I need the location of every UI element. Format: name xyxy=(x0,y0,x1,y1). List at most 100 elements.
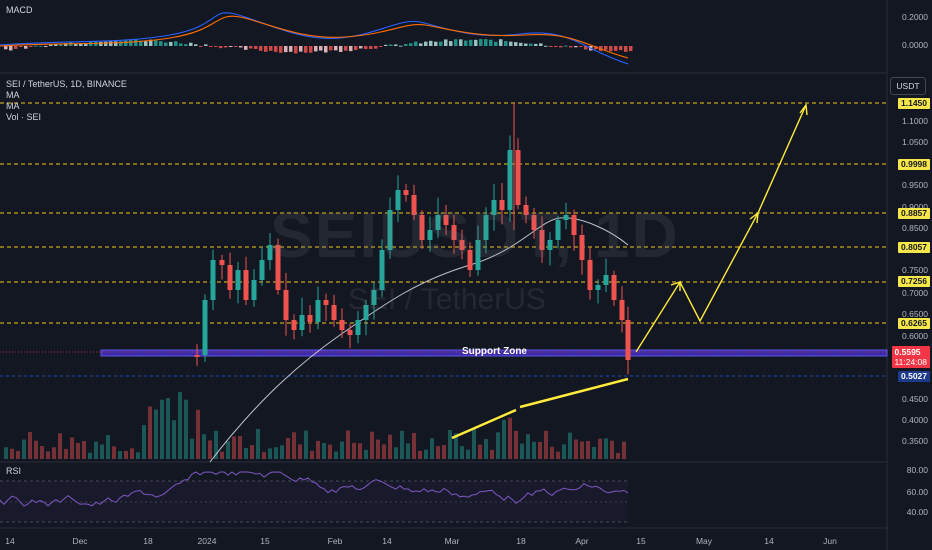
candle-body xyxy=(555,220,561,240)
candle-body xyxy=(259,260,265,280)
level-tag[interactable]: 1.1450 xyxy=(898,98,930,109)
rsi-band xyxy=(0,481,628,522)
macd-histogram-bar xyxy=(4,46,8,50)
x-axis-tick: Dec xyxy=(72,536,88,546)
ma1-legend[interactable]: MA xyxy=(6,90,20,100)
macd-histogram-bar xyxy=(264,46,268,52)
volume-bar xyxy=(490,449,494,459)
low-price-tag[interactable]: 0.5027 xyxy=(898,371,930,382)
macd-histogram-bar xyxy=(374,46,378,49)
macd-histogram-bar xyxy=(334,46,338,51)
macd-histogram-bar xyxy=(14,46,18,49)
level-tag[interactable]: 0.8057 xyxy=(898,242,930,253)
macd-histogram-bar xyxy=(114,41,118,46)
candle-body xyxy=(403,190,409,195)
candle-body xyxy=(625,320,631,360)
macd-histogram-bar xyxy=(339,46,343,52)
volume-legend[interactable]: Vol · SEI xyxy=(6,112,42,122)
macd-histogram-bar xyxy=(404,44,408,46)
volume-bar xyxy=(502,419,506,459)
macd-histogram-bar xyxy=(389,44,393,46)
macd-histogram-bar xyxy=(509,41,513,46)
volume-bar xyxy=(76,442,80,459)
candle-body xyxy=(387,210,393,250)
volume-bar xyxy=(352,442,356,459)
macd-histogram-bar xyxy=(584,46,588,50)
volume-bar xyxy=(136,452,140,459)
currency-button[interactable]: USDT xyxy=(890,77,926,95)
volume-bars xyxy=(4,392,626,459)
candle-body xyxy=(587,260,593,290)
candle-body xyxy=(427,230,433,240)
macd-histogram-bar xyxy=(419,43,423,46)
level-tag[interactable]: 0.6265 xyxy=(898,318,930,329)
level-tag[interactable]: 0.7256 xyxy=(898,276,930,287)
volume-bar xyxy=(526,434,530,459)
macd-histogram-bar xyxy=(124,40,128,46)
macd-histogram-bar xyxy=(219,46,223,49)
candle-body xyxy=(611,275,617,300)
x-axis-tick: Jun xyxy=(823,536,837,546)
macd-histogram-bar xyxy=(379,46,383,47)
volume-bar xyxy=(358,443,362,459)
macd-histogram-bar xyxy=(134,38,138,46)
candle-body xyxy=(243,270,249,300)
volume-bar xyxy=(376,439,380,459)
price-axis-tick: 1.1000 xyxy=(902,116,928,126)
macd-histogram-bar xyxy=(44,46,48,48)
macd-histogram-bar xyxy=(499,39,503,46)
macd-histogram-bar xyxy=(234,46,238,47)
candle-body xyxy=(595,285,601,290)
macd-histogram-bar xyxy=(609,46,613,52)
level-tag[interactable]: 0.9998 xyxy=(898,159,930,170)
candle-body xyxy=(531,215,537,230)
candle-body xyxy=(210,260,216,300)
level-tag[interactable]: 0.8857 xyxy=(898,208,930,219)
volume-bar xyxy=(130,448,134,459)
macd-histogram-bar xyxy=(314,46,318,52)
macd-histogram-bar xyxy=(449,41,453,46)
support-zone[interactable] xyxy=(100,349,888,357)
symbol-legend[interactable]: SEI / TetherUS, 1D, BINANCE xyxy=(6,79,127,89)
macd-histogram-bar xyxy=(424,41,428,46)
volume-bar xyxy=(154,409,158,459)
rsi-pane-label[interactable]: RSI xyxy=(6,466,22,476)
volume-bar xyxy=(496,432,500,459)
trendline-support[interactable] xyxy=(451,408,517,440)
volume-bar xyxy=(208,440,212,459)
macd-histogram-bar xyxy=(494,41,498,46)
volume-bar xyxy=(232,436,236,459)
macd-histogram-bar xyxy=(244,46,248,50)
macd-histogram-bar xyxy=(409,43,413,46)
candle-body xyxy=(539,230,545,250)
price-axis-tick: 0.4000 xyxy=(902,415,928,425)
macd-histogram-bar xyxy=(524,43,528,46)
volume-bar xyxy=(412,432,416,459)
volume-bar xyxy=(460,446,464,459)
projection-arrowhead-first xyxy=(670,281,681,291)
volume-bar xyxy=(400,430,404,459)
current-price-tag[interactable]: 0.5595 11:24:08 xyxy=(891,346,930,368)
volume-bar xyxy=(388,434,392,459)
price-axis-tick: 0.9500 xyxy=(902,180,928,190)
candle-body xyxy=(275,245,281,290)
volume-bar xyxy=(328,444,332,459)
rsi-pane xyxy=(0,471,629,523)
volume-bar xyxy=(580,441,584,459)
projection-path[interactable] xyxy=(635,104,807,353)
x-axis-tick: May xyxy=(695,536,713,546)
trendline-rising[interactable] xyxy=(519,377,629,409)
candle-body xyxy=(515,150,521,205)
volume-bar xyxy=(172,420,176,459)
macd-histogram-bar xyxy=(439,41,443,46)
volume-bar xyxy=(610,440,614,459)
ma2-legend[interactable]: MA xyxy=(6,101,20,111)
macd-histogram-bar xyxy=(299,46,303,52)
macd-histogram-bar xyxy=(64,43,68,46)
volume-bar xyxy=(556,451,560,459)
candle-body xyxy=(619,300,625,320)
macd-pane-label[interactable]: MACD xyxy=(6,5,33,15)
macd-histogram-bar xyxy=(229,46,233,47)
macd-histogram-bar xyxy=(269,46,273,51)
